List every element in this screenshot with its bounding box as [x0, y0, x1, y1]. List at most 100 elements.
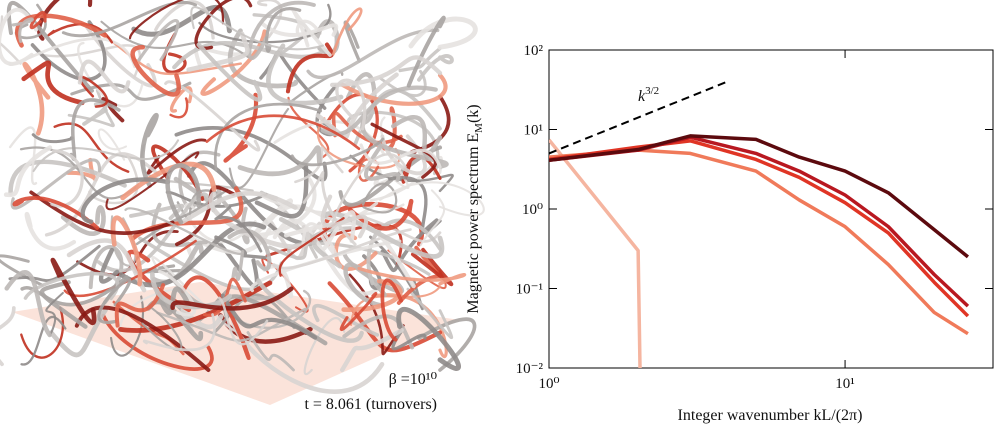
x-axis-label: Integer wavenumber kL/(2π): [678, 407, 863, 424]
plot-frame: [548, 49, 994, 369]
y-tick-label: 10⁻²: [516, 361, 544, 377]
field-line: [158, 269, 197, 317]
field-line: [110, 215, 143, 287]
reference-label-base: k: [638, 88, 646, 105]
field-line: [11, 17, 34, 43]
field-line: [315, 72, 399, 140]
field-line: [20, 275, 129, 307]
field-line: [180, 190, 298, 225]
field-line: [141, 306, 183, 352]
field-line: [80, 177, 171, 224]
field-line: [379, 181, 485, 217]
field-line: [366, 218, 442, 286]
field-line: [164, 80, 261, 152]
field-line: [103, 34, 243, 76]
field-line: [380, 218, 439, 273]
field-line: [97, 278, 132, 325]
field-line: [289, 71, 344, 104]
field-line-render: [0, 0, 485, 405]
field-line: [118, 221, 267, 288]
field-line: [218, 296, 269, 346]
field-line: [335, 78, 367, 131]
field-line: [339, 292, 378, 332]
field-line: [101, 97, 125, 123]
field-line: [10, 158, 102, 210]
field-line: [323, 211, 445, 259]
field-line: [202, 277, 247, 317]
field-line: [0, 15, 22, 65]
field-line: [4, 270, 52, 338]
field-line: [21, 60, 85, 106]
field-line: [0, 7, 39, 66]
field-line: [419, 189, 445, 247]
field-line: [165, 163, 201, 225]
field-line: [100, 20, 250, 59]
field-line: [391, 330, 427, 351]
field-line: [327, 281, 443, 353]
field-line: [77, 41, 144, 108]
field-line: [303, 316, 346, 375]
field-line: [339, 327, 404, 373]
field-line: [410, 247, 454, 287]
field-line: [406, 287, 454, 340]
y-tick-label: 10²: [524, 43, 544, 59]
field-line: [105, 151, 200, 211]
field-line: [320, 194, 369, 239]
y-tick-label: 10⁻¹: [516, 282, 543, 298]
field-line: [408, 16, 478, 50]
field-line: [231, 249, 245, 281]
field-line: [380, 278, 404, 342]
field-line: [98, 247, 120, 284]
field-line: [322, 210, 357, 251]
field-line: [417, 54, 454, 82]
field-line: [19, 146, 139, 200]
field-line: [50, 257, 97, 326]
field-line: [285, 42, 334, 94]
field-line: [223, 92, 259, 163]
field-line: [131, 4, 232, 37]
field-line: [214, 205, 263, 253]
field-line: [205, 114, 361, 150]
field-line: [348, 198, 414, 231]
field-line: [190, 6, 324, 51]
field-line: [398, 46, 442, 73]
field-line: [8, 126, 38, 185]
y-axis-label-sub: M: [473, 123, 485, 133]
field-line: [198, 3, 332, 44]
field-line: [330, 153, 407, 230]
field-line: [220, 293, 318, 340]
field-line: [31, 133, 74, 144]
field-line: [406, 15, 446, 88]
field-line: [343, 262, 387, 308]
field-line: [29, 11, 47, 30]
field-line: [266, 43, 344, 106]
y-axis-label: Magnetic power spectrum EM(k): [465, 104, 485, 313]
field-line: [361, 182, 398, 214]
field-line: [330, 55, 443, 88]
field-line: [151, 202, 208, 248]
field-line: [48, 307, 108, 358]
field-line: [140, 112, 159, 188]
field-line: [331, 7, 363, 56]
field-line: [124, 207, 243, 256]
field-line: [30, 20, 107, 82]
spectrum-line: [549, 134, 970, 259]
field-line: [142, 313, 216, 352]
field-line: [20, 315, 67, 366]
field-line: [96, 192, 216, 273]
reference-label-sup: 3/2: [645, 85, 659, 97]
field-line: [186, 31, 250, 73]
field-line: [156, 307, 307, 342]
field-line: [396, 307, 462, 371]
y-axis-label-text: Magnetic power spectrum E: [465, 133, 482, 314]
field-line: [149, 271, 233, 310]
reference-label: k3/2: [638, 85, 659, 105]
field-line: [213, 102, 323, 172]
spectrum-line: [549, 138, 642, 368]
field-line: [61, 1, 198, 38]
field-line: [24, 211, 77, 251]
field-line: [174, 126, 328, 182]
field-line: [53, 122, 130, 173]
y-tick-label: 10¹: [524, 123, 544, 139]
